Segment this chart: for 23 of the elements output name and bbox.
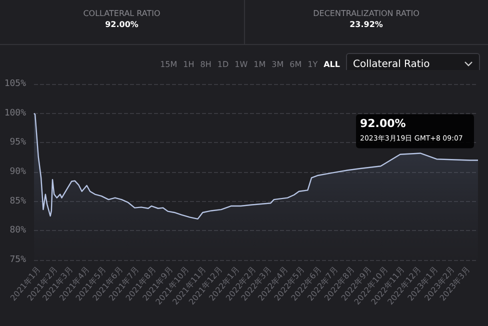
text: 3M: [272, 60, 284, 68]
text: 15M: [160, 60, 178, 68]
text: DECENTRALIZATION RATIO: [312, 9, 420, 18]
text: 23.92%: [348, 20, 384, 29]
text: 6M: [290, 60, 302, 68]
text: ALL: [324, 60, 340, 68]
y-tick-label: 95%: [10, 138, 27, 148]
text: 92.00%: [104, 20, 140, 29]
text: COLLATERAL RATIO: [82, 9, 162, 18]
y-tick-label: 90%: [10, 167, 27, 177]
text: 8H: [200, 60, 212, 68]
text: 1W: [234, 60, 248, 68]
text: 1M: [254, 60, 266, 68]
text: Collateral Ratio: [353, 58, 430, 70]
y-tick-label: 85%: [10, 196, 27, 206]
annotation: 92.00%: [360, 117, 406, 130]
text: 1H: [183, 60, 194, 68]
y-tick-label: 75%: [10, 255, 27, 265]
y-tick-label: 80%: [10, 226, 27, 236]
y-tick-label: 100%: [4, 108, 27, 118]
y-tick-label: 105%: [4, 79, 27, 89]
text: 1Y: [308, 60, 318, 68]
text: 1D: [217, 60, 229, 68]
